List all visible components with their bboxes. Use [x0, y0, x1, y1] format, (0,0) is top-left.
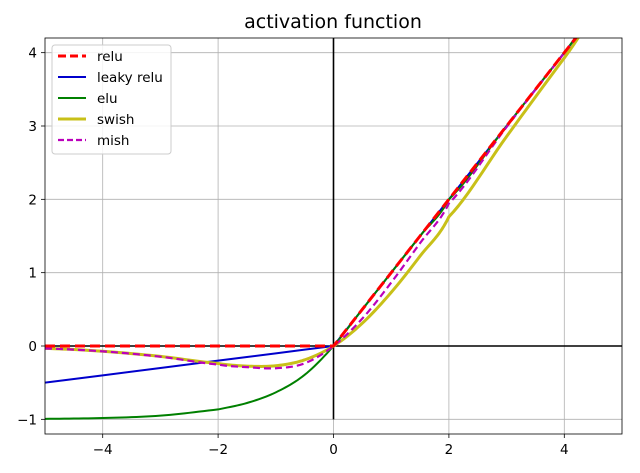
series-line-relu: [45, 38, 578, 348]
legend-label-swish: swish: [97, 112, 134, 128]
y-tick-label: 3: [28, 119, 37, 135]
series-line-mish: [45, 38, 577, 370]
axis-ticks: −4 −2 0 2 4 −1 0 1 2 3 4: [17, 46, 569, 458]
y-tick-label: 2: [28, 192, 37, 208]
series-lines: [45, 38, 580, 420]
plot-frame: [44, 37, 623, 435]
x-tick-label: −4: [93, 442, 113, 458]
x-tick-label: 2: [445, 442, 454, 458]
y-tick-label: 0: [28, 339, 37, 355]
x-tick-label: 4: [560, 442, 569, 458]
x-tick-label: 0: [329, 442, 338, 458]
legend-label-leaky-relu: leaky relu: [97, 70, 163, 86]
chart-title: activation function: [244, 11, 422, 33]
legend-box: [51, 44, 172, 155]
x-tick-label: −2: [208, 442, 228, 458]
legend: relu leaky relu elu swish mish: [51, 44, 172, 155]
legend-label-mish: mish: [97, 133, 130, 149]
y-tick-label: 1: [28, 266, 37, 282]
legend-label-elu: elu: [97, 91, 118, 107]
y-tick-label: 4: [28, 46, 37, 62]
legend-label-relu: relu: [97, 49, 123, 65]
y-tick-label: −1: [17, 412, 37, 428]
